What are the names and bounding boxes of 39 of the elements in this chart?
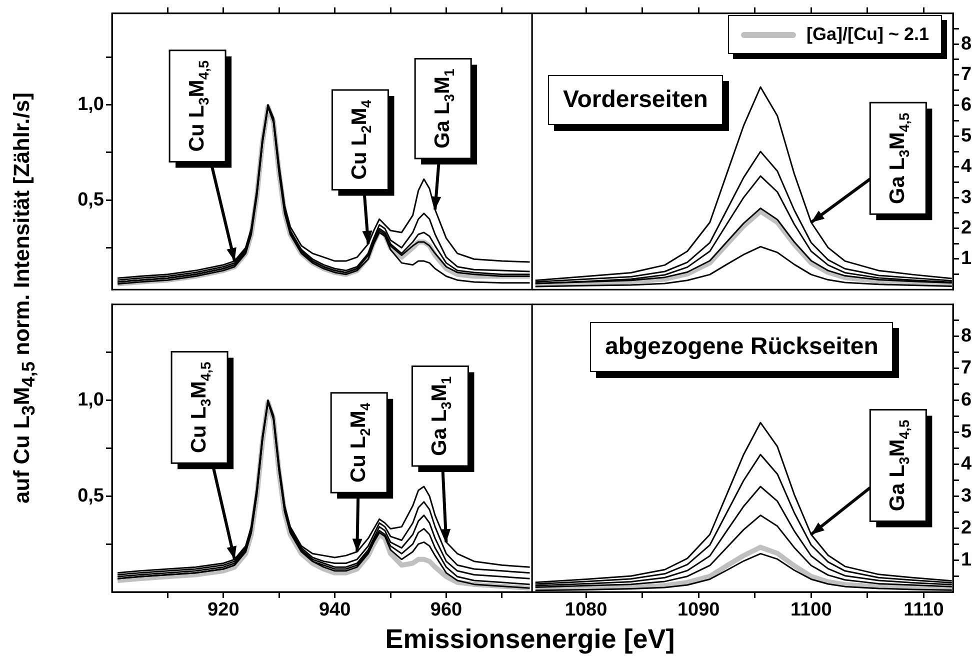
y-tick-label: 8 — [961, 33, 972, 54]
y-tick-label: 1,0 — [78, 390, 104, 410]
text: abgezogene Rückseiten — [590, 322, 894, 372]
y-tick-label: 4 — [961, 156, 972, 178]
y-tick-label: 6 — [961, 390, 972, 410]
y-tick-label: 4 — [961, 453, 972, 474]
annotation: Ga L3M1 — [428, 376, 454, 456]
annotation: Ga L3M1 — [430, 68, 457, 148]
y-tick-label: 6 — [961, 94, 972, 116]
y-tick-label: 3 — [961, 186, 972, 208]
legend-label: [Ga]/[Cu] ~ 2.1 — [806, 24, 929, 45]
annotation: Cu L2M4 — [348, 100, 374, 180]
y-tick-label: 5 — [961, 421, 972, 442]
annotation: Ga L3M4,5 — [886, 420, 912, 512]
y-tick-label: 2 — [961, 217, 972, 238]
y-tick-label: 8 — [961, 326, 972, 347]
y-tick-label: 0,5 — [78, 189, 104, 210]
y-tick-label: 1 — [961, 248, 972, 270]
annotation: Cu L3M4,5 — [185, 60, 212, 152]
y-tick-label: 2 — [961, 517, 972, 538]
x-tick-label: 1090 — [677, 600, 720, 621]
y-tick-label: 7 — [961, 358, 972, 379]
y-tick-label: 1 — [961, 549, 972, 570]
text: Vorderseiten — [548, 75, 723, 125]
y-tick-label: 0,5 — [78, 485, 104, 506]
y-tick-label: 1,0 — [78, 94, 104, 116]
x-tick-label: 1080 — [564, 600, 608, 621]
x-tick-label: 920 — [208, 600, 240, 621]
x-tick-label: 1100 — [790, 600, 832, 621]
y-tick-label: 7 — [961, 64, 972, 86]
annotation: Cu L3M4,5 — [187, 361, 214, 454]
x-tick-label: 940 — [318, 600, 351, 621]
x-tick-label: 960 — [430, 600, 462, 621]
annotation: Cu L2M4 — [346, 402, 373, 483]
y-tick-label: 3 — [961, 485, 972, 506]
x-axis-title: Emissionsenergie [eV] — [384, 624, 676, 655]
y-tick-label: 5 — [961, 125, 972, 146]
annotation: Ga L3M4,5 — [886, 112, 912, 204]
x-tick-label: 1110 — [904, 600, 944, 621]
